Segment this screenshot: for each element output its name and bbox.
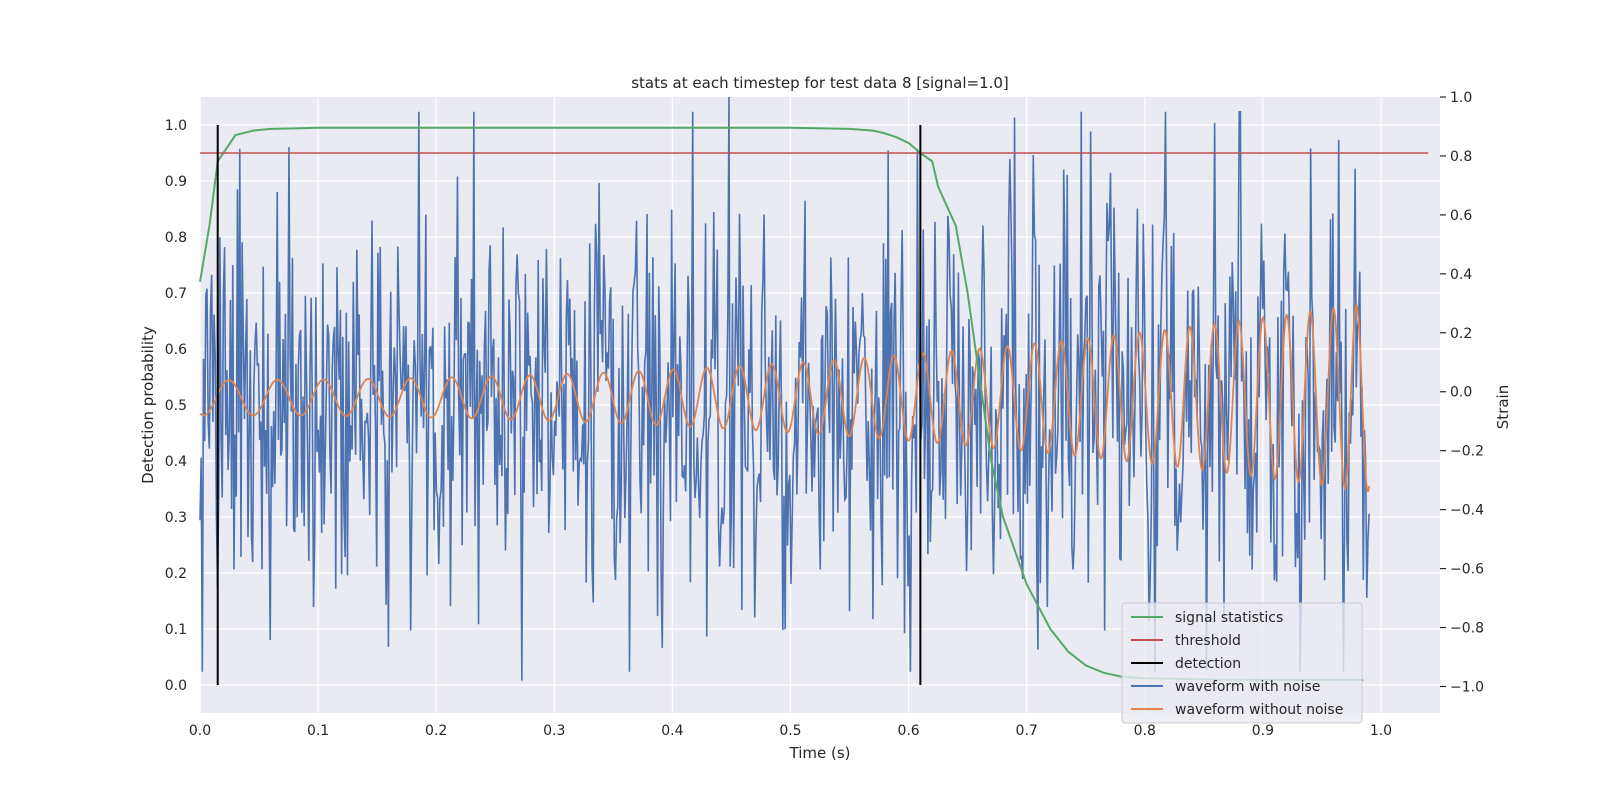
- y-tick-label: 0.5: [165, 398, 187, 414]
- y-tick-label: 0.1: [165, 622, 187, 638]
- clean-waveform-line: [199, 302, 1371, 493]
- series-layer: [199, 96, 1429, 685]
- legend-label: signal statistics: [1175, 610, 1283, 626]
- y2-tick-label: 1.0: [1450, 90, 1472, 106]
- x-tick-label: 0.6: [897, 723, 919, 739]
- legend-label: detection: [1175, 656, 1241, 672]
- legend-items: signal statistics threshold detection wavef…: [1131, 610, 1343, 718]
- y2-tick-label: −0.6: [1450, 562, 1484, 578]
- y2-axis-ticks: −1.0 −0.8 −0.6 −0.4 −0.2 0.0 0.2 0.4 0.6 0.8 1.0: [1440, 90, 1484, 695]
- y2-tick-label: −0.8: [1450, 621, 1484, 637]
- y2-tick-label: 0.0: [1450, 385, 1472, 401]
- y2-tick-label: −0.4: [1450, 503, 1484, 519]
- x-tick-label: 0.7: [1016, 723, 1038, 739]
- x-axis-ticks: 0.0 0.1 0.2 0.3 0.4 0.5 0.6 0.7 0.8 0.9 1.0: [189, 723, 1392, 739]
- x-tick-label: 0.8: [1134, 723, 1156, 739]
- y2-axis-label: Strain: [1494, 385, 1512, 429]
- legend: signal statistics threshold detection wavef…: [1121, 602, 1363, 724]
- legend-label: waveform with noise: [1175, 679, 1320, 695]
- legend-box: [1121, 602, 1363, 724]
- y-tick-label: 0.3: [165, 510, 187, 526]
- x-tick-label: 0.9: [1252, 723, 1274, 739]
- y-tick-label: 0.9: [165, 174, 187, 190]
- chart-title: stats at each timestep for test data 8 […: [631, 74, 1009, 92]
- y2-tick-label: 0.8: [1450, 149, 1472, 165]
- y2-tick-label: −0.2: [1450, 444, 1484, 460]
- legend-label: threshold: [1175, 633, 1241, 649]
- x-tick-label: 0.4: [661, 723, 683, 739]
- y2-tick-label: −1.0: [1450, 679, 1484, 695]
- y-tick-label: 0.4: [165, 454, 187, 470]
- x-axis-label: Time (s): [789, 744, 851, 762]
- x-tick-label: 0.5: [779, 723, 801, 739]
- x-tick-label: 1.0: [1370, 723, 1392, 739]
- y-tick-label: 0.7: [165, 286, 187, 302]
- x-tick-label: 0.1: [307, 723, 329, 739]
- y-tick-label: 0.0: [165, 678, 187, 694]
- y-tick-label: 0.6: [165, 342, 187, 358]
- x-tick-label: 0.3: [543, 723, 565, 739]
- noisy-waveform-line: [199, 96, 1370, 681]
- y2-tick-label: 0.4: [1450, 267, 1472, 283]
- x-tick-label: 0.2: [425, 723, 447, 739]
- y-axis-label: Detection probability: [139, 326, 157, 484]
- y2-tick-label: 0.6: [1450, 208, 1472, 224]
- y-axis-ticks: 0.0 0.1 0.2 0.3 0.4 0.5 0.6 0.7 0.8 0.9 1.0: [165, 118, 187, 694]
- y-tick-label: 0.8: [165, 230, 187, 246]
- y-tick-label: 0.2: [165, 566, 187, 582]
- y2-tick-label: 0.2: [1450, 326, 1472, 342]
- x-tick-label: 0.0: [189, 723, 211, 739]
- y-tick-label: 1.0: [165, 118, 187, 134]
- legend-label: waveform without noise: [1175, 702, 1343, 718]
